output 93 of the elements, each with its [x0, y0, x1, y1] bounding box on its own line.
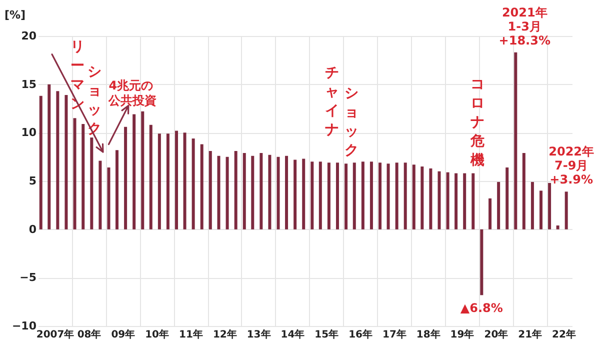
bar — [294, 160, 297, 230]
bar — [446, 172, 450, 230]
bar — [344, 164, 348, 230]
bar — [166, 134, 170, 230]
x-tick-label: 17年 — [382, 328, 406, 340]
x-tick-label: 14年 — [280, 328, 305, 340]
y-tick-label: 10 — [21, 126, 37, 140]
bar — [124, 126, 128, 230]
bar — [149, 124, 152, 230]
bar — [472, 173, 475, 230]
bar — [522, 152, 526, 230]
y-tick-label: 0 — [28, 222, 37, 236]
annotation: コロナ危機 — [470, 76, 485, 169]
x-tick-label: 12年 — [212, 328, 237, 340]
x-tick-label: 10年 — [145, 328, 170, 340]
bar — [82, 124, 85, 230]
bar — [429, 168, 432, 230]
x-tick-label: 08年 — [77, 328, 102, 340]
bar — [318, 162, 322, 230]
bar — [234, 151, 238, 230]
bar — [175, 130, 178, 230]
bar — [378, 162, 382, 230]
x-tick-label: 13年 — [246, 328, 271, 340]
bar — [497, 182, 500, 230]
y-tick-label: 5 — [28, 174, 36, 188]
bar — [183, 132, 186, 230]
y-tick-label: 15 — [21, 78, 36, 91]
bar — [556, 225, 560, 230]
bar — [352, 162, 356, 230]
bar — [90, 138, 94, 230]
bar — [438, 171, 441, 230]
bar — [506, 167, 509, 230]
bar — [73, 118, 76, 230]
annotation: 2022年 7-9月 +3.9% — [548, 144, 594, 187]
bar — [420, 166, 424, 230]
bar — [336, 162, 339, 230]
x-tick-label: 18年 — [416, 328, 440, 340]
bar — [530, 182, 534, 230]
bar — [192, 138, 195, 230]
bar — [361, 162, 364, 230]
bar — [208, 151, 212, 230]
bar — [488, 198, 492, 230]
bar — [454, 173, 458, 230]
y-tick-label: −5 — [20, 271, 36, 284]
bar — [412, 164, 416, 230]
bar — [116, 150, 119, 230]
bar — [158, 134, 161, 230]
annotation: 2021年 1-3月 +18.3% — [498, 5, 550, 48]
y-tick-label: 20 — [21, 30, 37, 42]
bar — [310, 162, 314, 230]
bar — [260, 152, 263, 230]
bar — [98, 160, 102, 230]
bar — [251, 156, 254, 230]
x-tick-label: 16年 — [348, 328, 373, 340]
bar — [242, 152, 246, 230]
bar — [386, 164, 390, 230]
bar — [39, 96, 42, 230]
bar — [217, 156, 220, 230]
y-tick-label: −10 — [12, 320, 37, 332]
bar — [285, 156, 288, 230]
bar — [463, 173, 466, 230]
x-tick-label: 2007年 — [36, 328, 74, 340]
bar — [404, 162, 407, 230]
bar — [327, 162, 330, 230]
bar — [107, 167, 110, 230]
x-tick-label: 15年 — [314, 328, 339, 340]
x-tick-label: 09年 — [111, 328, 136, 340]
annotation: ▲6.8% — [460, 301, 503, 316]
annotation: 4兆元の公共投資 — [108, 78, 157, 108]
bar — [370, 162, 373, 230]
x-tick-label: 11年 — [178, 328, 203, 340]
bar — [226, 156, 229, 230]
bar — [200, 144, 204, 230]
bar — [539, 190, 542, 230]
bar — [564, 192, 568, 230]
bar — [48, 84, 51, 230]
bar — [514, 52, 518, 230]
bar — [276, 156, 280, 230]
bar — [268, 154, 272, 230]
x-tick-label: 19年 — [450, 328, 474, 340]
bar — [141, 111, 144, 230]
bar — [132, 114, 136, 230]
bar — [64, 94, 68, 230]
text: チャイナショック — [324, 64, 359, 158]
y-axis-title: [%] — [4, 8, 26, 22]
bar — [548, 182, 552, 230]
x-tick-label: 20年 — [484, 328, 508, 340]
x-tick-label: 21年 — [518, 328, 542, 340]
bar — [56, 91, 60, 230]
bar — [480, 229, 484, 296]
x-tick-label: 22年 — [552, 328, 576, 340]
bar — [302, 158, 306, 230]
bar — [395, 162, 398, 230]
